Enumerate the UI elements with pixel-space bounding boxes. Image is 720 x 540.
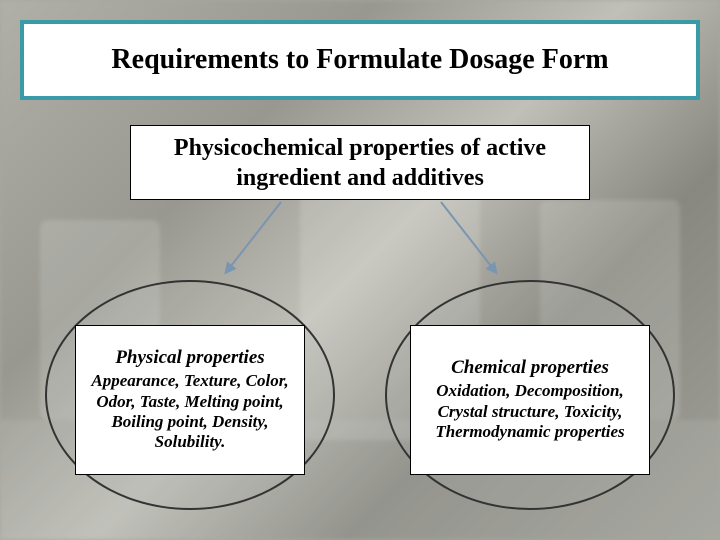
title-text: Requirements to Formulate Dosage Form (111, 44, 608, 76)
chemical-heading: Chemical properties (451, 357, 609, 379)
chemical-properties-box: Chemical properties Oxidation, Decomposi… (410, 325, 650, 475)
chemical-body: Oxidation, Decomposition, Crystal struct… (419, 381, 641, 442)
physical-heading: Physical properties (115, 347, 264, 369)
title-box: Requirements to Formulate Dosage Form (20, 20, 700, 100)
subtitle-text: Physicochemical properties of active ing… (131, 133, 589, 193)
physical-body: Appearance, Texture, Color, Odor, Taste,… (84, 371, 296, 453)
subtitle-box: Physicochemical properties of active ing… (130, 125, 590, 200)
physical-properties-box: Physical properties Appearance, Texture,… (75, 325, 305, 475)
